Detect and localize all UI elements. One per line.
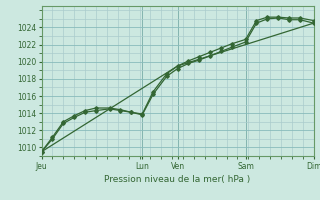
X-axis label: Pression niveau de la mer( hPa ): Pression niveau de la mer( hPa ) [104, 175, 251, 184]
